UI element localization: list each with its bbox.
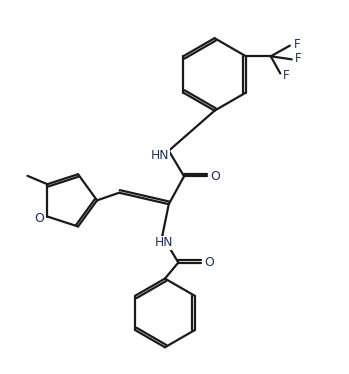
Text: O: O [210, 170, 220, 183]
Text: F: F [283, 69, 289, 82]
Text: HN: HN [155, 236, 173, 249]
Text: O: O [205, 256, 215, 269]
Text: F: F [294, 38, 300, 50]
Text: F: F [295, 52, 302, 65]
Text: HN: HN [151, 149, 170, 162]
Text: O: O [34, 212, 44, 225]
